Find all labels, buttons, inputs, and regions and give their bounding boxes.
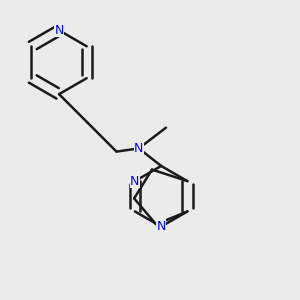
Text: N: N xyxy=(130,175,140,188)
Text: N: N xyxy=(54,24,64,37)
Text: N: N xyxy=(157,220,166,233)
Text: N: N xyxy=(134,142,143,155)
